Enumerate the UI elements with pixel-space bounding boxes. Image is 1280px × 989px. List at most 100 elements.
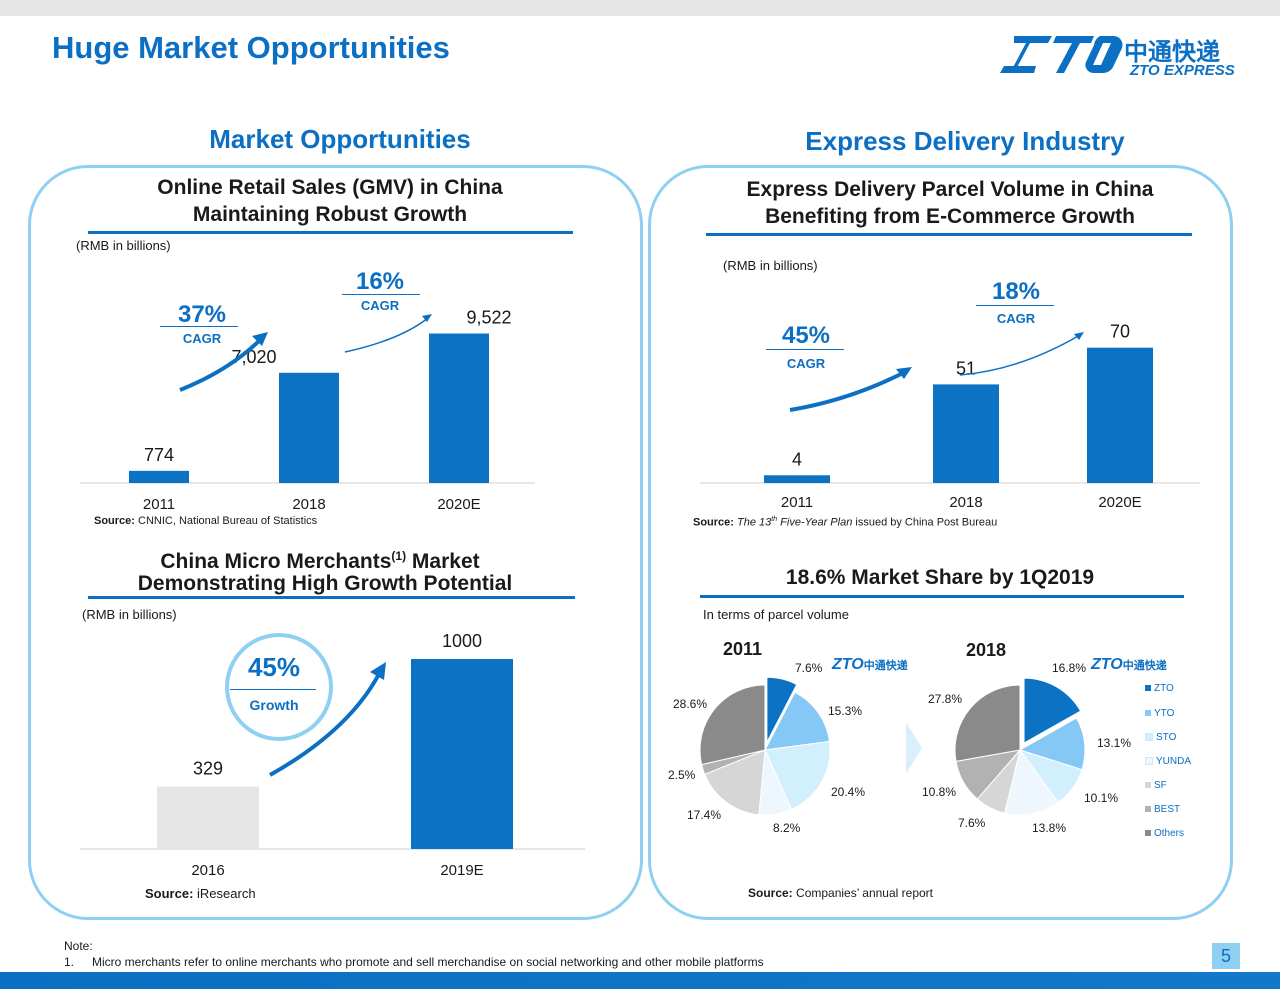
parcel-category-2018: 2018 xyxy=(949,494,982,511)
bottom-bar xyxy=(0,972,1280,989)
parcel-title-1: Express Delivery Parcel Volume in China xyxy=(746,178,1154,201)
pie-2011-label-yunda: 8.2% xyxy=(773,821,801,835)
legend-item-others: Others xyxy=(1145,828,1184,839)
gmv-chart: 774 2011 7,020 2018 9,522 2020E xyxy=(80,308,535,513)
gmv-cagr2-rule xyxy=(342,294,420,295)
zto-logo: 中通快递 ZTO EXPRESS xyxy=(1000,32,1245,82)
pie-2011-zto-logo: ZTO中通快递 xyxy=(832,656,908,673)
pie-2011-label-sto: 20.4% xyxy=(831,785,866,799)
pie-2011-slice-yto xyxy=(764,691,830,751)
parcel-title-rule xyxy=(706,233,1192,236)
pie-2011-label-sf: 17.4% xyxy=(687,808,722,822)
share-year-2018: 2018 xyxy=(966,640,1007,660)
parcel-title-2: Benefiting from E-Commerce Growth xyxy=(765,205,1135,228)
micro-title-1: China Micro Merchants(1) Market xyxy=(160,549,480,573)
pie-2018-label-others: 27.8% xyxy=(928,692,963,706)
pie-2018-zto-logo: ZTO中通快递 xyxy=(1091,656,1167,673)
pie-2011-label-yto: 15.3% xyxy=(828,704,863,718)
parcel-cagr1-label: CAGR xyxy=(786,356,826,371)
legend-item-yto: YTO xyxy=(1145,708,1174,719)
micro-category-2016: 2016 xyxy=(191,862,224,879)
micro-value-2019e: 1000 xyxy=(442,631,482,651)
gmv-title-2: Maintaining Robust Growth xyxy=(192,203,468,226)
pie-transition-arrow xyxy=(906,722,922,774)
pie-2018-label-best: 10.8% xyxy=(922,785,957,799)
legend-item-zto: ZTO xyxy=(1145,683,1174,694)
legend-swatch-others xyxy=(1145,830,1151,837)
pie-2018-label-zto: 16.8% xyxy=(1052,661,1087,675)
gmv-cagr1-value: 37% xyxy=(177,301,227,328)
gmv-value-2018: 7,020 xyxy=(231,347,276,367)
pie-2018-label-yunda: 13.8% xyxy=(1032,821,1067,835)
pie-2011-slice-sf xyxy=(704,749,766,816)
legend-swatch-yunda xyxy=(1145,757,1153,766)
gmv-bar-2011 xyxy=(129,470,189,483)
share-source: Source: Companies’ annual report xyxy=(748,886,933,900)
share-subtitle: In terms of parcel volume xyxy=(703,607,849,622)
parcel-source: Source: The 13th Five-Year Plan issued b… xyxy=(693,516,998,529)
parcel-cagr2-label: CAGR xyxy=(996,311,1036,326)
pie-2011-slice-sto xyxy=(764,740,831,810)
footnote-text: Micro merchants refer to online merchant… xyxy=(92,955,764,969)
logo-english: ZTO EXPRESS xyxy=(1130,62,1235,79)
pie-2011-label-others: 28.6% xyxy=(673,697,708,711)
micro-title-rule xyxy=(88,596,575,599)
pie-2011-slice-zto xyxy=(766,676,798,743)
legend-item-sto: STO xyxy=(1145,732,1176,743)
gmv-category-2018: 2018 xyxy=(292,496,325,513)
gmv-value-2020e: 9,522 xyxy=(466,308,511,328)
parcel-cagr2-value: 18% xyxy=(991,278,1041,305)
gmv-cagr1-label: CAGR xyxy=(182,331,222,346)
parcel-value-2020e: 70 xyxy=(1110,322,1130,342)
legend-item-yunda: YUNDA xyxy=(1145,756,1191,767)
footnote-number: 1. xyxy=(64,955,75,969)
micro-growth-circle xyxy=(225,633,333,741)
micro-source: Source: iResearch xyxy=(145,886,256,901)
legend-item-best: BEST xyxy=(1145,804,1180,815)
micro-category-2019e: 2019E xyxy=(440,862,483,879)
left-section-title: Market Opportunities xyxy=(209,124,471,154)
logo-chinese: 中通快递 xyxy=(1124,39,1220,66)
legend-swatch-best xyxy=(1145,806,1151,813)
pie-2018-slice-others xyxy=(954,684,1021,762)
share-title: 18.6% Market Share by 1Q2019 xyxy=(785,566,1095,589)
gmv-category-2011: 2011 xyxy=(143,496,175,513)
parcel-bar-2020e xyxy=(1087,347,1153,483)
gmv-bar-2020e xyxy=(429,333,489,483)
gmv-cagr2-label: CAGR xyxy=(360,298,400,313)
pie-2011-label-zto: 7.6% xyxy=(795,661,823,675)
gmv-value-2011: 774 xyxy=(144,445,174,465)
micro-title-2: Demonstrating High Growth Potential xyxy=(137,572,513,595)
gmv-source: Source: CNNIC, National Bureau of Statis… xyxy=(94,515,318,527)
right-section-title: Express Delivery Industry xyxy=(805,126,1125,156)
page-title: Huge Market Opportunities xyxy=(52,30,450,65)
pie-2018-slice-zto xyxy=(1023,677,1082,744)
parcel-bar-2011 xyxy=(764,475,830,483)
legend-swatch-sto xyxy=(1145,733,1153,742)
gmv-title-1: Online Retail Sales (GMV) in China xyxy=(157,176,503,199)
zto-logo-mark xyxy=(1000,36,1123,73)
micro-bar-2019e xyxy=(411,659,513,849)
legend-item-sf: SF xyxy=(1145,780,1167,791)
parcel-cagr1-value: 45% xyxy=(781,322,831,349)
parcel-bar-2018 xyxy=(933,384,999,483)
parcel-unit: (RMB in billions) xyxy=(723,258,818,273)
legend-swatch-yto xyxy=(1145,710,1151,717)
pie-2011-label-best: 2.5% xyxy=(668,768,696,782)
parcel-cagr1-rule xyxy=(766,349,844,350)
micro-bar-2016 xyxy=(157,786,259,849)
legend-swatch-zto xyxy=(1145,685,1151,692)
gmv-title-rule xyxy=(88,231,573,234)
share-title-rule xyxy=(700,595,1184,598)
pie-2018-slice-yunda xyxy=(1004,748,1059,816)
pie-2018-label-sf: 7.6% xyxy=(958,816,986,830)
micro-unit: (RMB in billions) xyxy=(82,607,177,622)
share-year-2011: 2011 xyxy=(723,639,763,659)
top-bar xyxy=(0,0,1280,16)
pie-2018-label-yto: 13.1% xyxy=(1097,736,1132,750)
left-panel xyxy=(28,165,643,920)
micro-chart: 329 2016 1000 2019E xyxy=(80,631,585,879)
